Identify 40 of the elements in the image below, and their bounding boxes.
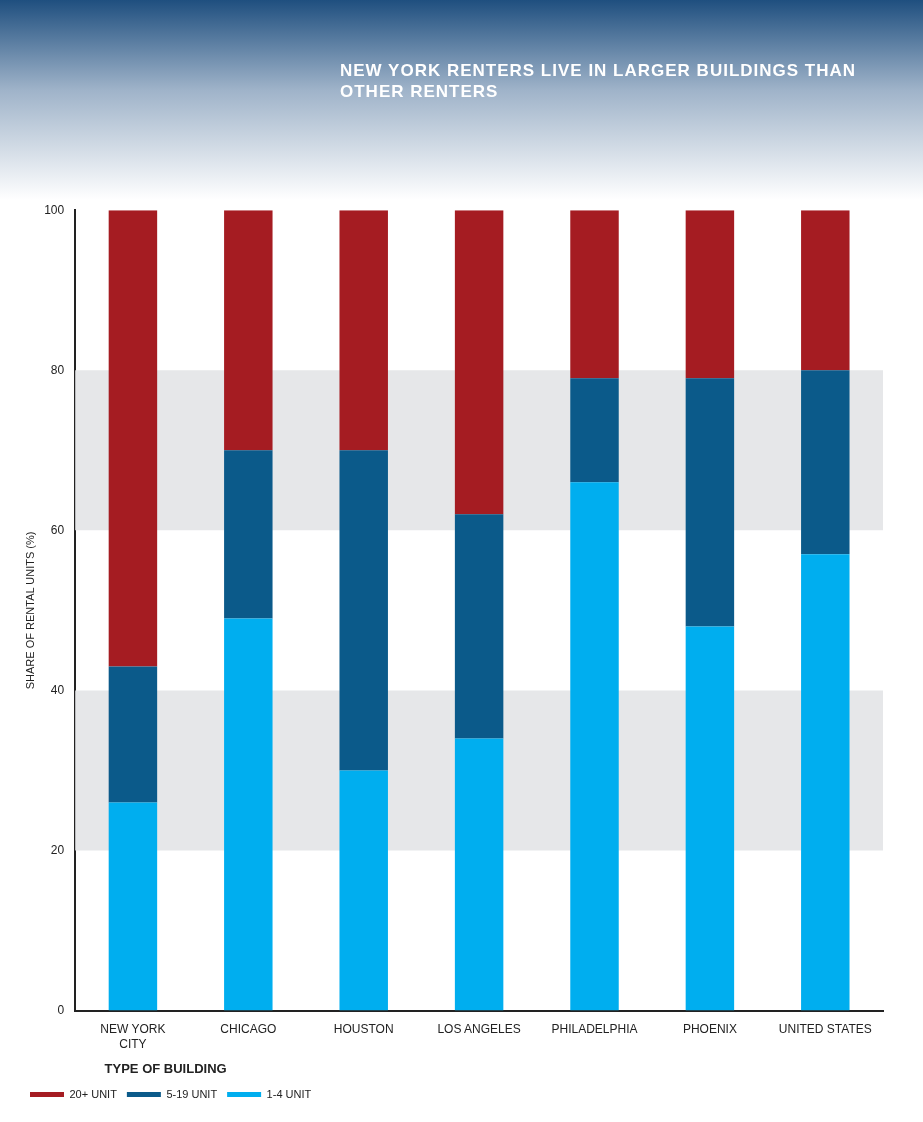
bar bbox=[685, 626, 735, 1011]
x-tick-label: NEW YORK CITY bbox=[100, 1022, 166, 1051]
bar bbox=[570, 378, 619, 483]
x-tick-label: HOUSTON bbox=[333, 1022, 394, 1037]
y-tick-label: 100 bbox=[44, 202, 65, 217]
x-tick-label: PHOENIX bbox=[682, 1022, 737, 1037]
bar bbox=[108, 802, 158, 1011]
x-tick-label: CHICAGO bbox=[220, 1022, 277, 1037]
bar bbox=[339, 770, 388, 1011]
bar bbox=[339, 210, 388, 451]
bar bbox=[801, 554, 850, 1011]
bar bbox=[685, 378, 735, 627]
bar bbox=[339, 450, 388, 771]
legend-label: 1-4 UNIT bbox=[266, 1087, 312, 1100]
y-tick-label: 0 bbox=[57, 1002, 65, 1017]
bar bbox=[224, 210, 273, 451]
bar bbox=[685, 210, 735, 379]
x-tick-label: UNITED STATES bbox=[778, 1022, 872, 1037]
bar bbox=[224, 618, 273, 1011]
bar bbox=[454, 210, 504, 515]
bar bbox=[454, 738, 504, 1011]
y-tick-label: 80 bbox=[50, 362, 65, 377]
legend-label: 5-19 UNIT bbox=[166, 1087, 218, 1100]
y-tick-label: 60 bbox=[50, 522, 65, 537]
y-tick-label: 40 bbox=[50, 682, 65, 697]
bar bbox=[801, 370, 850, 555]
legend-title: TYPE OF BUILDING bbox=[104, 1061, 227, 1077]
x-tick-label: PHILADELPHIA bbox=[551, 1022, 638, 1037]
legend-label: 20+ UNIT bbox=[69, 1087, 118, 1100]
bar bbox=[108, 210, 158, 667]
bar bbox=[108, 666, 158, 803]
y-axis-title: SHARE OF RENTAL UNITS (%) bbox=[23, 531, 36, 690]
x-tick-label: LOS ANGELES bbox=[437, 1022, 521, 1037]
bar bbox=[454, 514, 504, 739]
bar bbox=[570, 210, 619, 379]
bar bbox=[570, 482, 619, 1011]
y-tick-label: 20 bbox=[50, 842, 65, 857]
bar bbox=[801, 210, 850, 371]
chart-title: NEW YORK RENTERS LIVE IN LARGER BUILDINGS THAN OTHER RENTERS bbox=[340, 60, 858, 102]
bar bbox=[224, 450, 273, 619]
